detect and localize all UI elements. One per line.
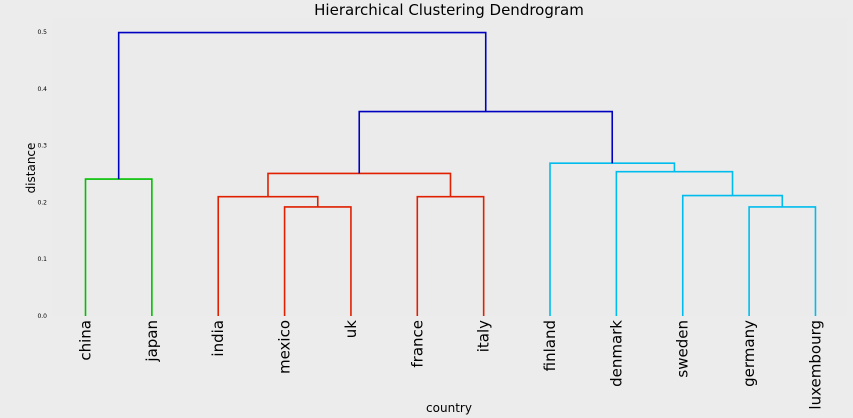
- y-tick-label: 0.2: [37, 199, 47, 206]
- dendrogram-link: [117, 31, 487, 180]
- y-tick-label: 0.4: [37, 86, 47, 93]
- x-tick-label-denmark: denmark: [607, 320, 625, 387]
- x-tick-label-japan: japan: [143, 320, 161, 363]
- x-tick-label-sweden: sweden: [674, 320, 692, 378]
- x-tick-label-china: china: [77, 320, 95, 361]
- x-tick-label-uk: uk: [342, 320, 360, 339]
- x-tick-label-luxembourg: luxembourg: [806, 320, 824, 410]
- y-tick-label: 0.5: [37, 29, 47, 36]
- x-axis-label: country: [426, 401, 472, 415]
- y-tick-label: 0.0: [37, 313, 47, 320]
- x-tick-label-india: india: [209, 320, 227, 357]
- y-tick-label: 0.1: [37, 256, 47, 263]
- x-tick-label-france: france: [408, 320, 426, 368]
- y-tick-label: 0.3: [37, 143, 47, 150]
- x-tick-label-italy: italy: [475, 320, 493, 352]
- x-tick-label-germany: germany: [740, 320, 758, 387]
- x-tick-label-finland: finland: [541, 320, 559, 371]
- plot-area: [52, 18, 847, 316]
- x-tick-label-mexico: mexico: [276, 320, 294, 374]
- chart-title: Hierarchical Clustering Dendrogram: [314, 1, 584, 19]
